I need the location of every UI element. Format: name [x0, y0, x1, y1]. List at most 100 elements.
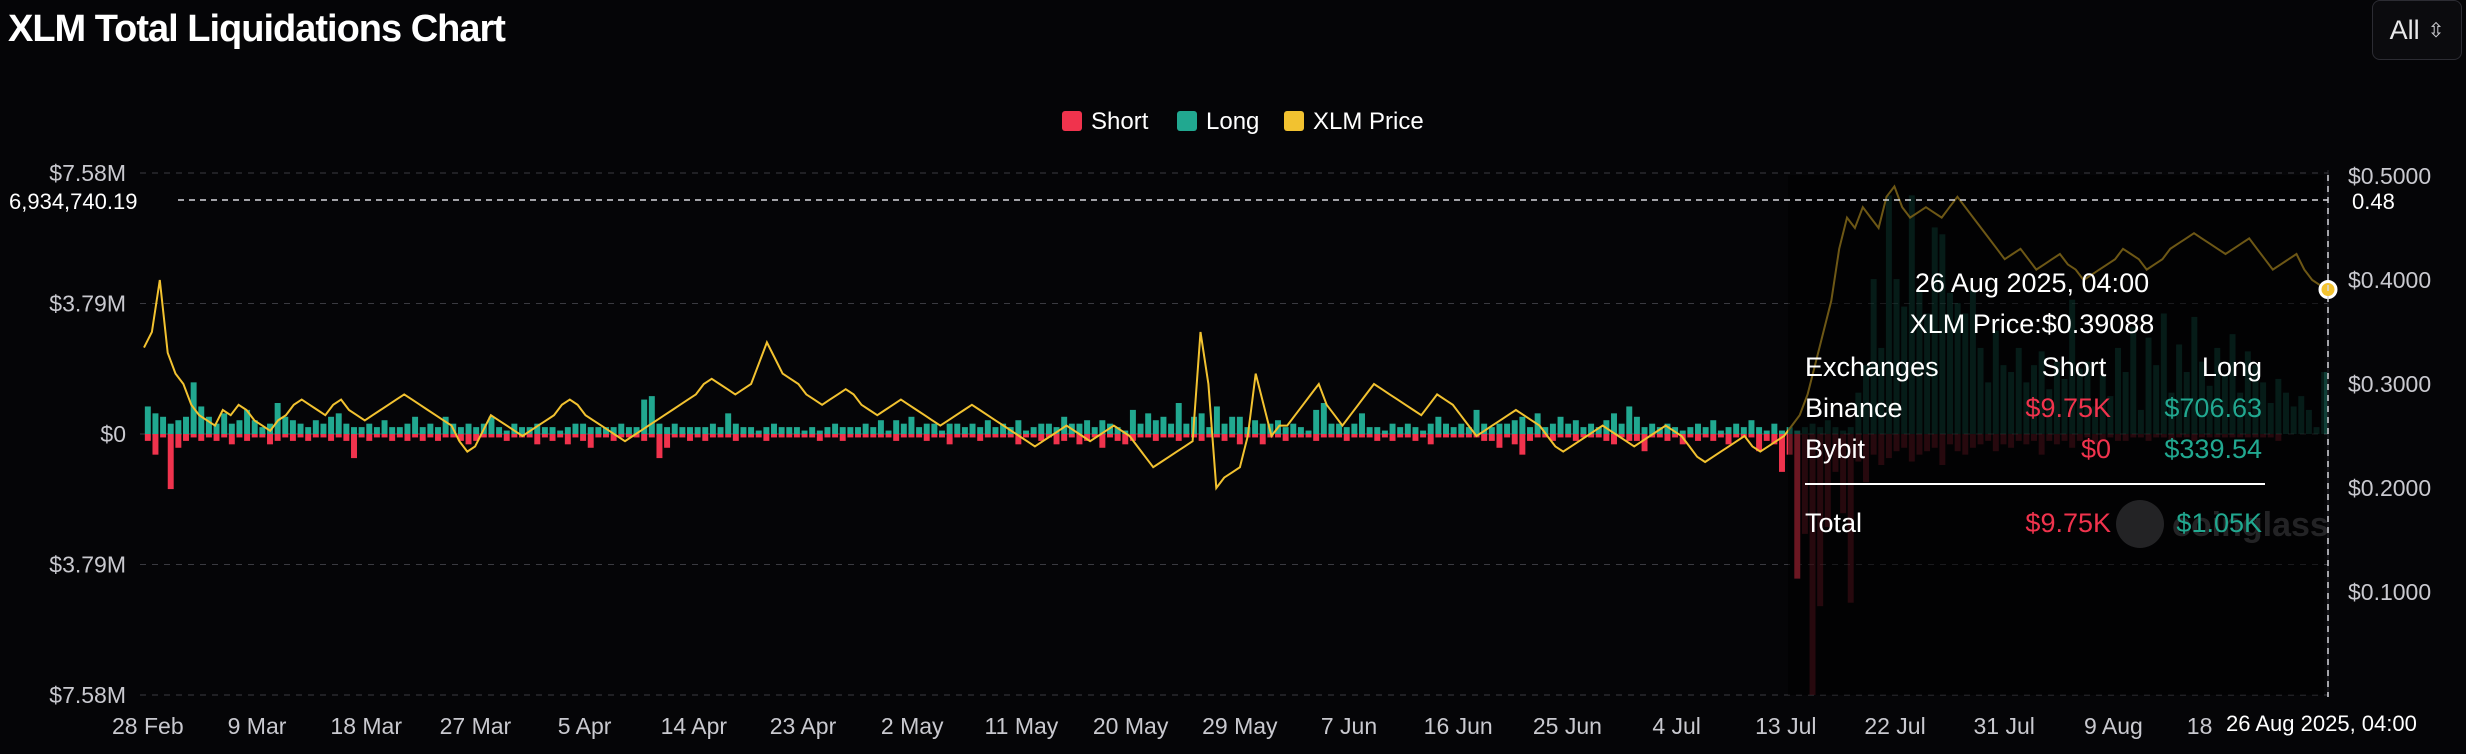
- short-bar: [404, 434, 411, 441]
- short-bar: [1649, 434, 1656, 438]
- short-bar: [412, 434, 419, 438]
- long-bar: [1710, 420, 1717, 434]
- tooltip-price: XLM Price:$0.39088: [1910, 309, 2155, 339]
- short-bar: [809, 434, 816, 438]
- long-bar: [1313, 409, 1320, 434]
- long-bar: [1618, 423, 1625, 434]
- short-bar: [549, 434, 556, 441]
- long-bar: [549, 427, 556, 434]
- short-bar: [1710, 434, 1717, 441]
- long-bar: [870, 427, 877, 434]
- long-bar: [771, 423, 777, 434]
- long-bar: [396, 427, 403, 434]
- short-bar: [289, 434, 296, 441]
- y-left-tick-label: $0: [100, 421, 126, 447]
- short-bar: [1702, 434, 1709, 438]
- short-bar: [1023, 434, 1029, 438]
- long-bar: [1114, 427, 1121, 434]
- long-bar: [977, 427, 984, 434]
- x-tick-label: 2 May: [881, 713, 944, 739]
- long-bar: [1519, 416, 1526, 434]
- long-bar: [702, 427, 709, 434]
- long-bar: [236, 420, 243, 434]
- long-bar: [763, 427, 770, 434]
- long-bar: [335, 413, 342, 434]
- long-bar: [793, 427, 800, 434]
- long-bar: [984, 420, 991, 434]
- long-bar: [1488, 427, 1495, 434]
- long-bar: [1061, 416, 1068, 434]
- long-bar: [809, 427, 816, 434]
- short-bar: [1107, 434, 1113, 438]
- long-bar: [1626, 406, 1633, 434]
- y-axis-left: $7.58M $3.79M $0 $3.79M $7.58M: [49, 160, 126, 708]
- short-bar: [908, 434, 915, 438]
- long-bar: [725, 413, 732, 434]
- tooltip: 26 Aug 2025, 04:00 XLM Price:$0.39088 Ex…: [1805, 268, 2265, 538]
- short-bar: [900, 434, 907, 438]
- short-bar: [1695, 434, 1701, 441]
- long-bar: [877, 420, 884, 434]
- long-bar: [748, 427, 755, 434]
- short-bar: [816, 434, 823, 441]
- legend-item-short[interactable]: Short: [1062, 108, 1149, 135]
- short-bar: [694, 434, 701, 438]
- long-bar: [1542, 427, 1549, 434]
- short-bar: [572, 434, 579, 438]
- short-bar: [931, 434, 938, 438]
- legend-item-price[interactable]: XLM Price: [1284, 108, 1424, 135]
- long-bar: [251, 420, 258, 434]
- range-select[interactable]: All ⇳: [2372, 0, 2462, 60]
- short-bar: [1633, 434, 1640, 441]
- legend-item-long[interactable]: Long: [1177, 108, 1259, 135]
- long-bar: [1091, 427, 1098, 434]
- short-bar: [1305, 434, 1312, 438]
- long-bar: [1771, 423, 1778, 434]
- long-bar: [1297, 427, 1304, 434]
- long-bar: [1412, 427, 1419, 434]
- long-bar: [282, 416, 289, 434]
- long-bar: [1779, 430, 1785, 434]
- short-bar: [1282, 434, 1289, 441]
- long-bar: [839, 427, 846, 434]
- long-bar: [778, 427, 785, 434]
- long-bar: [343, 423, 350, 434]
- short-bar: [396, 434, 403, 438]
- long-bar: [167, 423, 174, 434]
- long-bar: [1351, 423, 1358, 434]
- long-bar: [1664, 423, 1671, 434]
- short-bar: [1252, 434, 1259, 438]
- long-bar: [694, 427, 701, 434]
- short-bar: [664, 434, 671, 448]
- long-bar: [1206, 427, 1213, 434]
- long-bar: [580, 423, 587, 434]
- short-bar: [641, 434, 648, 441]
- long-bar: [1000, 423, 1007, 434]
- tooltip-total-short: $9.75K: [2025, 508, 2111, 538]
- long-bar: [717, 427, 724, 434]
- short-bar: [427, 434, 434, 438]
- short-bar: [1191, 434, 1197, 438]
- short-bar: [1595, 434, 1602, 438]
- y-right-tick-label: $0.4000: [2348, 267, 2431, 293]
- short-bar: [1099, 434, 1106, 448]
- short-bar: [1427, 434, 1434, 445]
- short-bar: [1145, 434, 1152, 438]
- short-bar: [526, 434, 533, 438]
- long-bar: [709, 423, 716, 434]
- short-bar: [1603, 434, 1610, 441]
- short-bar: [656, 434, 663, 459]
- short-bar: [1328, 434, 1335, 438]
- long-bar: [1435, 416, 1442, 434]
- long-bar: [1649, 423, 1656, 434]
- short-bar: [358, 434, 365, 438]
- long-bar: [1496, 423, 1503, 434]
- short-bar: [1000, 434, 1007, 438]
- short-bar: [1458, 434, 1465, 438]
- short-bar: [916, 434, 923, 438]
- long-bar: [1168, 423, 1175, 434]
- short-bar: [1336, 434, 1343, 438]
- short-bar: [1259, 434, 1266, 445]
- x-tick-label: 22 Jul: [1864, 713, 1925, 739]
